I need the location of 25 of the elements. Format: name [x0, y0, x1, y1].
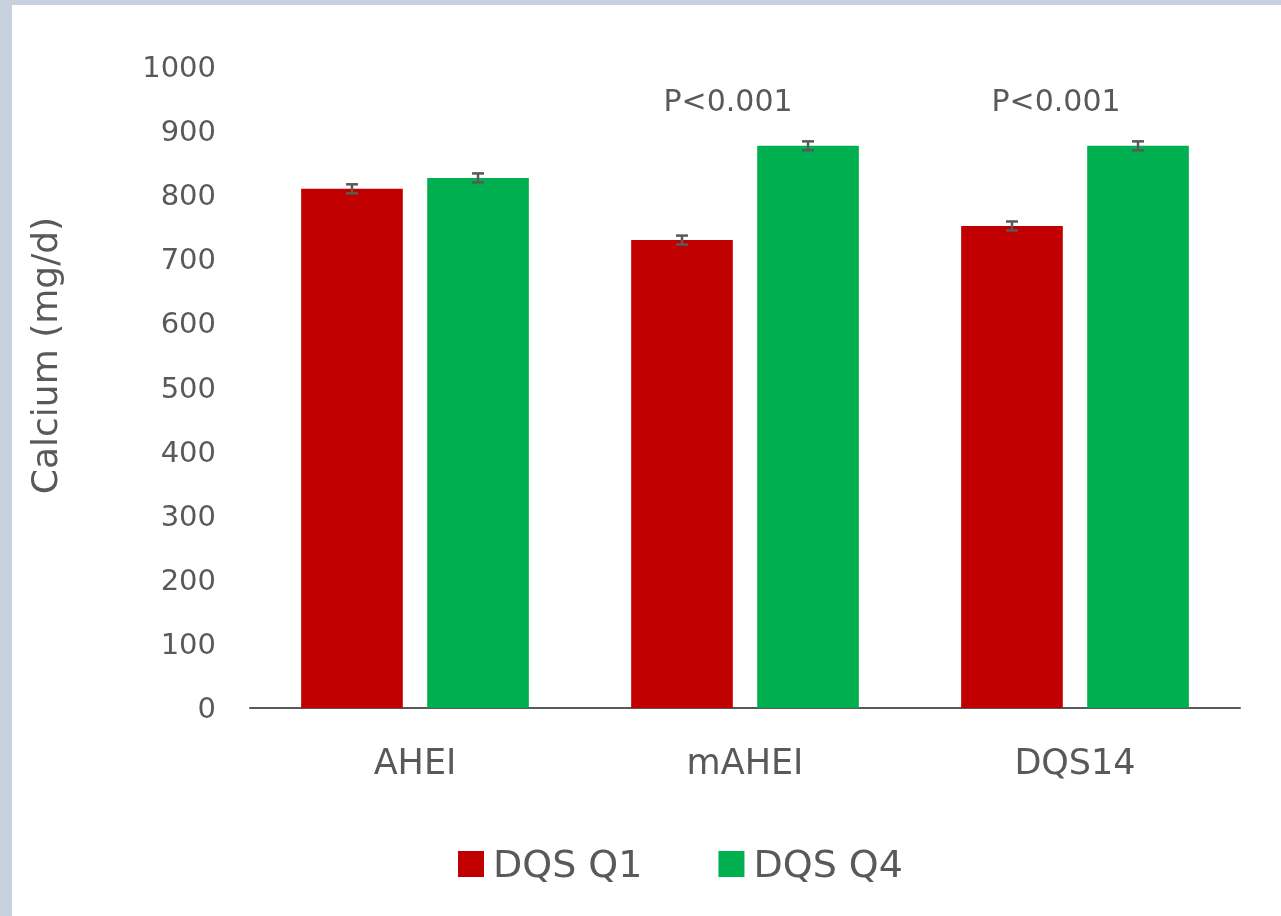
bar	[427, 177, 529, 708]
y-tick-label: 200	[160, 562, 216, 597]
annotation: P<0.001	[663, 82, 793, 118]
y-tick-label: 600	[160, 306, 216, 341]
bar	[961, 225, 1063, 708]
y-tick-label: 1000	[142, 50, 216, 84]
y-tick-label: 400	[160, 434, 216, 469]
x-tick-label: mAHEI	[686, 741, 804, 782]
bar	[301, 188, 403, 708]
y-tick-label: 100	[160, 626, 216, 661]
x-tick-label: AHEI	[373, 741, 457, 782]
y-tick-label: 300	[160, 498, 216, 533]
bar	[1087, 145, 1189, 708]
legend-label: DQS Q1	[493, 842, 643, 886]
y-tick-label: 500	[160, 370, 216, 405]
y-tick-label: 700	[160, 242, 216, 277]
y-axis-title: Calcium (mg/d)	[23, 216, 65, 495]
y-tick-label: 900	[160, 114, 216, 149]
legend-label: DQS Q4	[753, 842, 903, 886]
y-tick-label: 800	[160, 178, 216, 213]
annotation: P<0.001	[991, 82, 1121, 118]
x-tick-label: DQS14	[1014, 741, 1136, 782]
bar	[757, 145, 859, 708]
bar	[631, 240, 733, 708]
y-tick-label: 0	[197, 691, 216, 725]
